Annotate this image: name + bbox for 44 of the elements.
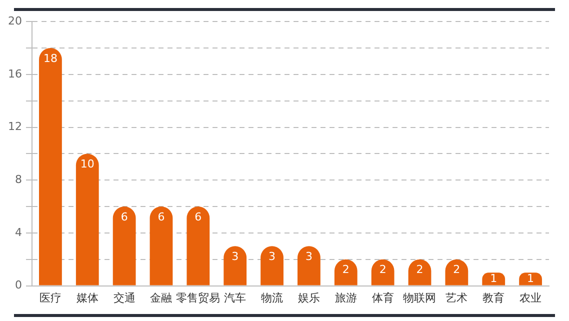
data-label: 1 [527, 272, 534, 286]
data-label: 1 [490, 272, 498, 286]
data-label: 3 [232, 250, 239, 264]
y-tick-label: 0 [14, 278, 22, 292]
bar [298, 246, 320, 286]
x-tick-label: 体育 [372, 291, 394, 304]
data-label: 6 [158, 210, 165, 224]
y-tick-label: 4 [14, 226, 22, 239]
data-label: 3 [305, 250, 312, 264]
bar [150, 206, 173, 286]
data-label: 10 [80, 158, 94, 171]
y-tick-label: 12 [8, 120, 22, 134]
bar [186, 206, 210, 286]
x-tick-label: 教育 [482, 291, 505, 304]
data-label: 2 [453, 263, 460, 276]
data-label: 2 [416, 263, 424, 276]
bar [519, 272, 542, 286]
x-tick-label: 旅游 [334, 291, 357, 304]
bar [482, 272, 506, 286]
x-tick-label: 农业 [520, 291, 542, 304]
data-label: 2 [379, 263, 386, 276]
x-tick-label: 艺术 [446, 291, 468, 304]
y-tick-label: 20 [8, 14, 22, 28]
x-tick-label: 金融 [150, 291, 172, 304]
y-tick-label: 16 [8, 67, 22, 80]
bar [39, 48, 62, 286]
bar [224, 246, 247, 286]
x-tick-label: 物联网 [403, 291, 436, 304]
bar [112, 206, 136, 286]
bar [76, 154, 99, 286]
data-label: 2 [342, 263, 350, 276]
x-tick-label: 零售贸易 [176, 291, 220, 304]
x-tick-label: 物流 [261, 291, 284, 304]
x-tick-label: 娱乐 [298, 291, 320, 304]
y-tick-label: 8 [14, 172, 22, 186]
data-label: 6 [194, 210, 202, 224]
data-label: 3 [268, 250, 276, 264]
x-tick-label: 媒体 [76, 291, 98, 304]
x-tick-label: 汽车 [224, 291, 246, 304]
x-tick-label: 医疗 [39, 291, 62, 304]
x-tick-label: 交通 [113, 291, 136, 304]
data-label: 6 [120, 210, 128, 224]
bar [260, 246, 284, 286]
data-label: 18 [43, 52, 58, 65]
